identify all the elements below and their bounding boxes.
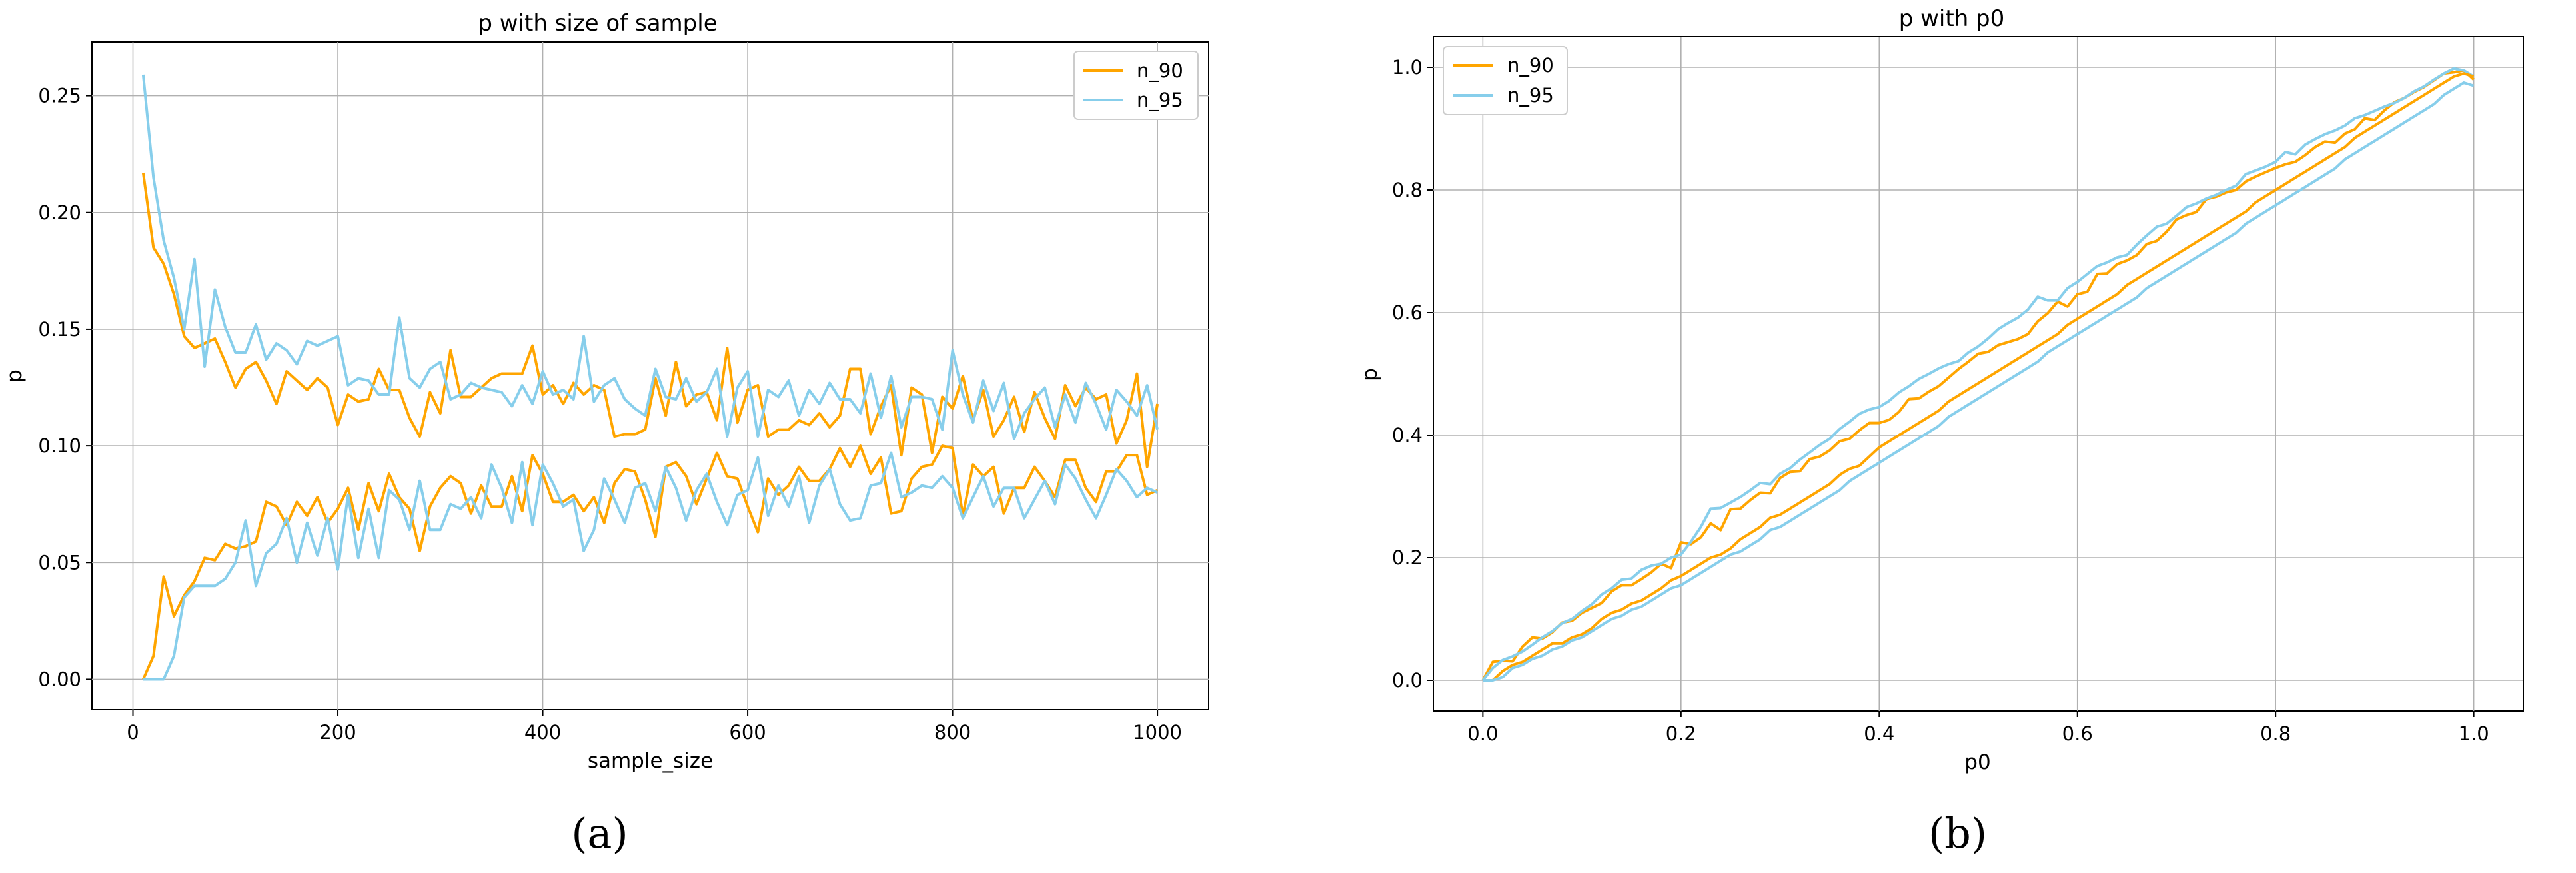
chart-a-series-line-n_90 [142, 444, 1158, 680]
chart-a-xtick-label: 0 [127, 721, 139, 744]
chart-a-legend-frame [1073, 51, 1199, 120]
chart-a-xticks: 0 200 400 600 800 1000 [127, 710, 1182, 744]
chart-a-xtick-label: 200 [319, 721, 356, 744]
chart-b-yticks: 0.0 0.2 0.4 0.6 0.8 1.0 [1392, 56, 1433, 692]
chart-b-grid [1433, 37, 2523, 711]
chart-a-xtick-label: 800 [934, 721, 971, 744]
chart-a-xtick-label: 600 [729, 721, 766, 744]
chart-b-series-line-n_95 [1483, 81, 2475, 682]
chart-b-ytick-label: 1.0 [1392, 56, 1423, 79]
chart-a-legend: n_90 n_95 [1073, 51, 1199, 120]
chart-a-caption: (a) [571, 809, 628, 858]
chart-b-xlabel: p0 [1964, 750, 1990, 774]
chart-b-xtick-label: 0.8 [2260, 722, 2291, 745]
chart-b-xticks: 0.0 0.2 0.4 0.6 0.8 1.0 [1467, 711, 2489, 745]
chart-a-plot-area [91, 41, 1209, 710]
chart-b-legend-frame [1443, 46, 1568, 115]
chart-a-xtick-label: 400 [524, 721, 561, 744]
chart-b-ytick-label: 0.6 [1392, 301, 1423, 324]
chart-b-series-line-n_90 [1481, 69, 2475, 681]
chart-a-ytick-label: 0.20 [38, 201, 81, 224]
chart-a-ytick-label: 0.05 [38, 551, 81, 574]
chart-a-lines [141, 74, 1159, 681]
chart-b-series-line-n_90 [1483, 72, 2475, 682]
chart-a-yticks: 0.00 0.05 0.10 0.15 0.20 0.25 [38, 85, 92, 690]
chart-a-ytick-label: 0.00 [38, 668, 81, 690]
chart-b-legend: n_90 n_95 [1443, 46, 1568, 115]
chart-a-title: p with size of sample [478, 10, 717, 37]
chart-a-ylabel: p [3, 369, 27, 383]
chart-b-xtick-label: 0.0 [1467, 722, 1498, 745]
chart-b-title: p with p0 [1899, 5, 2005, 32]
chart-b-xtick-label: 1.0 [2459, 722, 2489, 745]
chart-a-xtick-label: 1000 [1133, 721, 1182, 744]
chart-b-legend-label-n90: n_90 [1507, 54, 1554, 77]
chart-a-series-line-n_90 [141, 172, 1159, 468]
chart-b-ytick-label: 0.2 [1392, 546, 1423, 569]
chart-b-ytick-label: 0.0 [1392, 669, 1423, 692]
chart-b-plot-area [1433, 36, 2524, 712]
chart-b-ytick-label: 0.4 [1392, 424, 1423, 446]
chart-a-legend-label-n90: n_90 [1137, 59, 1183, 82]
chart-b-legend-label-n95: n_95 [1507, 84, 1554, 107]
chart-b: p with p0 0.0 0.2 0.4 0.6 0.8 1.0 0.00.20.40.… [1358, 5, 2524, 858]
chart-a: p with size of sample 0 200 400 600 800 1000 … [3, 10, 1209, 858]
chart-b-ylabel: p [1358, 368, 1382, 381]
chart-a-series-line-n_95 [143, 451, 1158, 681]
chart-a-ytick-label: 0.15 [38, 318, 81, 341]
chart-a-ytick-label: 0.25 [38, 85, 81, 107]
chart-a-xlabel: sample_size [588, 749, 713, 773]
chart-a-legend-label-n95: n_95 [1137, 89, 1183, 111]
chart-b-lines [1481, 67, 2475, 682]
chart-a-ytick-label: 0.10 [38, 435, 81, 457]
chart-b-xtick-label: 0.6 [2062, 722, 2093, 745]
chart-b-series-line-n_95 [1481, 67, 2475, 682]
chart-b-ytick-label: 0.8 [1392, 179, 1423, 201]
chart-b-xtick-label: 0.2 [1666, 722, 1696, 745]
chart-b-caption: (b) [1928, 809, 1987, 858]
chart-b-xtick-label: 0.4 [1864, 722, 1894, 745]
chart-a-series-line-n_95 [141, 74, 1159, 440]
